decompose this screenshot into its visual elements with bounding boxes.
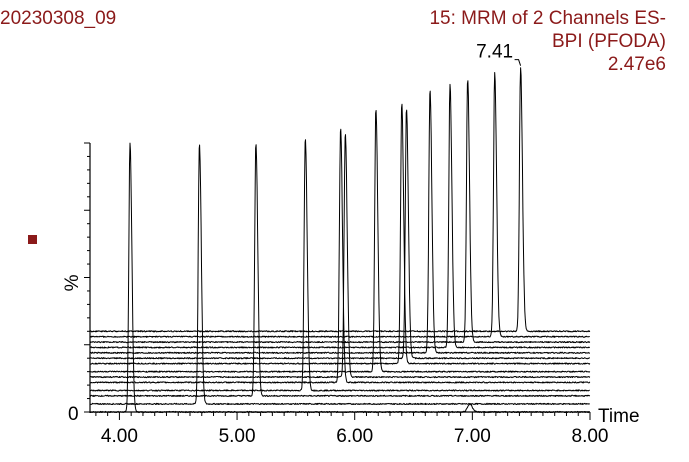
x-tick-label: 4.00 [101, 426, 138, 447]
x-tick-label: 8.00 [572, 426, 609, 447]
peak-label: 7.41 [476, 42, 513, 63]
chromatogram-trace [89, 144, 590, 405]
chromatogram-trace [89, 144, 591, 397]
chromatogram-trace [89, 139, 590, 392]
channel-intensity: 2.47e6 [607, 54, 666, 75]
chromatogram-trace [89, 72, 590, 338]
chromatogram-trace [89, 67, 591, 333]
x-tick-label: 5.00 [219, 426, 256, 447]
y-axis-label: % [62, 274, 83, 291]
trace-color-marker [28, 235, 37, 244]
chromatogram-trace [89, 83, 591, 349]
chromatogram-trace [89, 109, 590, 360]
channel-bpi-label: BPI (PFODA) [551, 31, 666, 52]
x-tick-label: 7.00 [454, 426, 491, 447]
chromatogram-trace [89, 103, 591, 365]
chromatogram-trace [90, 110, 591, 373]
x-axis-ticks: 4.00 5.00 6.00 7.00 8.00 [95, 412, 609, 447]
peak-annotation: 7.41 [476, 42, 522, 66]
axes-group: 4.00 5.00 6.00 7.00 8.00 % Time 0 [62, 142, 640, 447]
chromatogram-trace [89, 134, 591, 379]
channel-title: 15: MRM of 2 Channels ES- [429, 8, 666, 29]
sample-id: 20230308_09 [0, 8, 117, 29]
traces-group [89, 67, 591, 414]
chromatogram-trace [89, 80, 591, 344]
peak-leader-line [514, 59, 522, 66]
x-axis-label: Time [598, 406, 640, 427]
y-tick-label: 0 [68, 404, 79, 425]
x-tick-label: 6.00 [336, 426, 373, 447]
y-minor-ticks [84, 142, 90, 413]
chromatogram-trace [89, 128, 591, 384]
chromatogram-trace [89, 90, 590, 354]
